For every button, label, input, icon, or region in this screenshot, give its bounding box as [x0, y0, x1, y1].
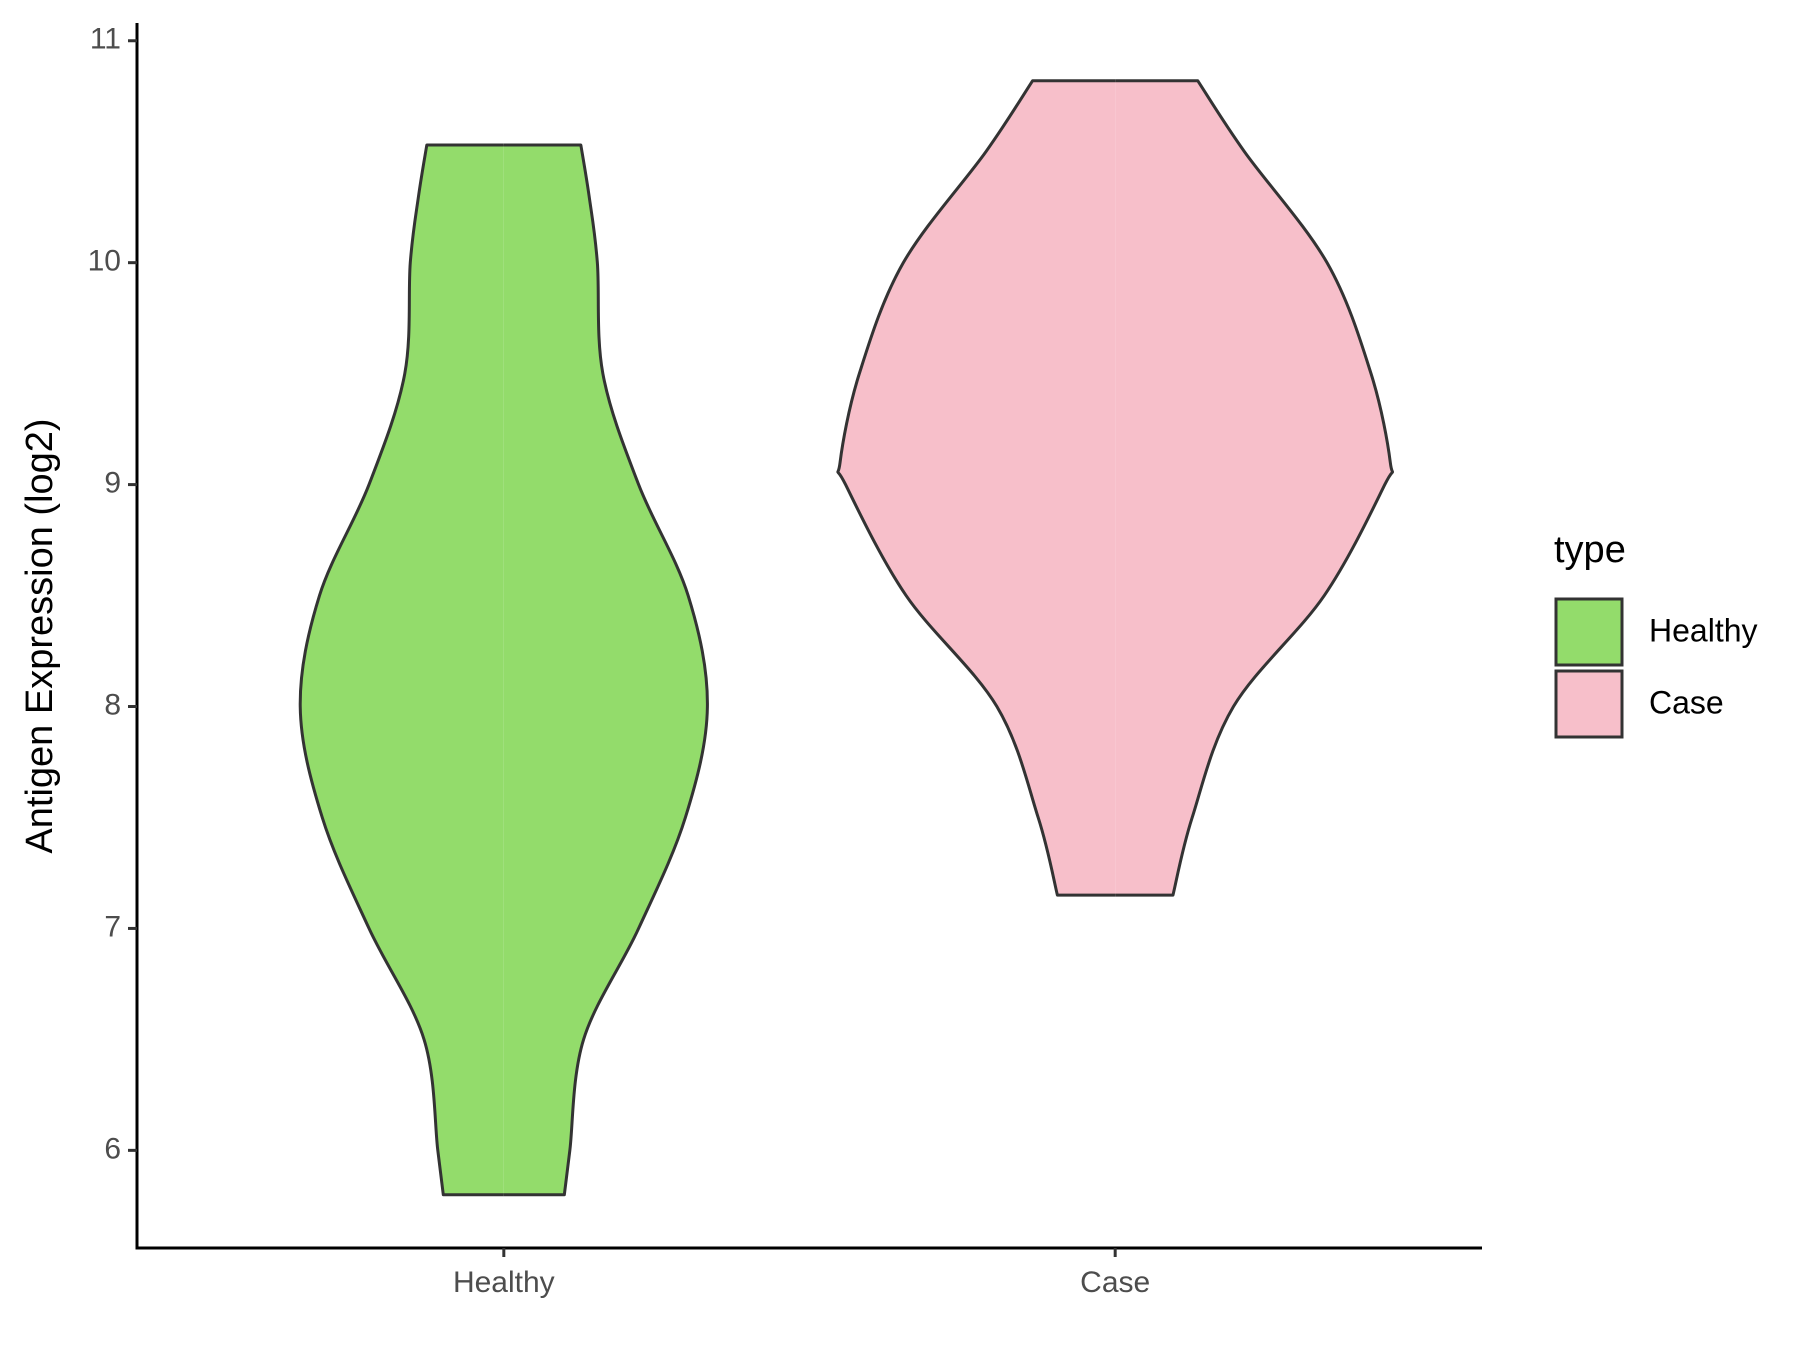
y-tick-label: 6 [104, 1132, 121, 1165]
y-tick-label: 9 [104, 467, 121, 500]
legend-label: Case [1649, 684, 1724, 720]
violin-outline [1115, 79, 1395, 897]
violin-half [503, 145, 708, 1195]
legend-swatch [1554, 597, 1624, 667]
y-tick-label: 10 [88, 245, 121, 278]
legend-label: Healthy [1649, 612, 1758, 648]
y-tick-label: 11 [90, 23, 121, 56]
y-tick-label: 7 [104, 910, 121, 943]
violin-outline [298, 143, 504, 1197]
violin-half [837, 80, 1116, 896]
violin-half [1115, 80, 1393, 896]
x-tick-label: Healthy [453, 1266, 555, 1299]
x-tick-label: Case [1080, 1266, 1150, 1299]
y-tick-label: 8 [104, 688, 121, 721]
legend-swatch [1554, 669, 1624, 739]
violin-outline [836, 79, 1116, 897]
legend-title: type [1554, 529, 1626, 571]
violin-outline [503, 143, 709, 1197]
y-axis-title: Antigen Expression (log2) [19, 418, 61, 853]
violin-half [300, 145, 504, 1195]
